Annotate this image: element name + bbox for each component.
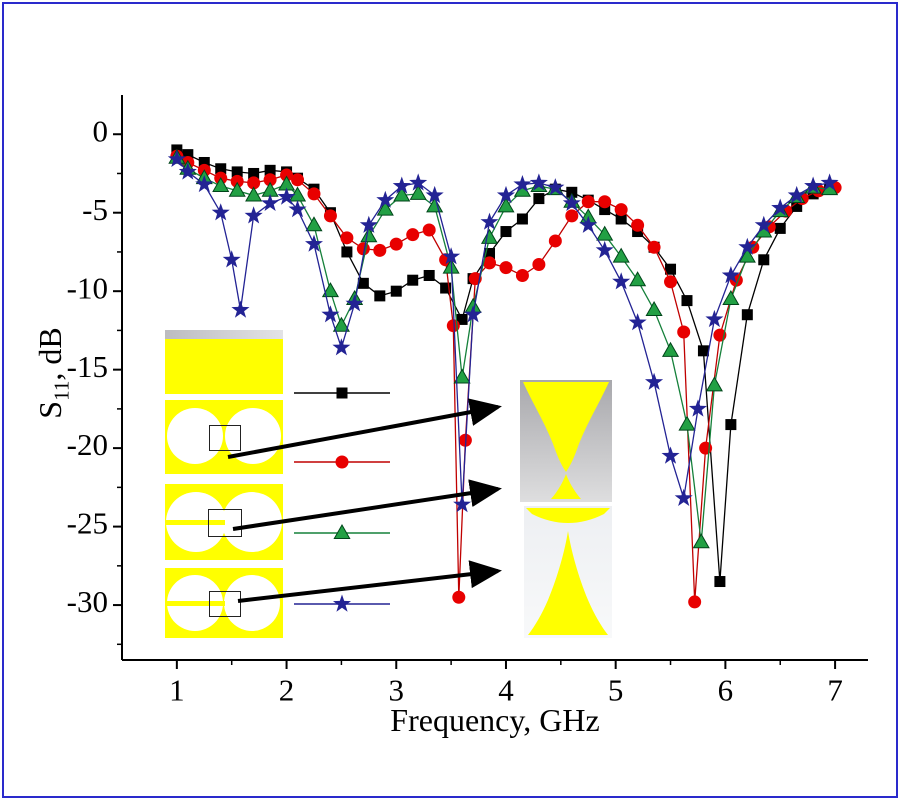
x-tick-label-1: 1 [169, 672, 185, 707]
center-slot-outline [209, 425, 241, 451]
feed-line [165, 520, 225, 525]
bowtie-shape-bottom [526, 508, 610, 635]
feed-line [165, 601, 225, 606]
thumbnail-gray-edge [165, 330, 283, 339]
antenna-thumbnail-narrow-gap [165, 484, 283, 560]
x-axis-label: Frequency, GHz [390, 702, 600, 738]
bowtie-upper-funnel [523, 382, 609, 472]
bowtie-lower-hourglass [528, 531, 608, 635]
y-tick-label--30: -30 [67, 584, 108, 619]
y-axis-label-main: S [32, 400, 68, 419]
x-tick-label-5: 5 [608, 672, 624, 707]
bowtie-shape-top [523, 382, 609, 499]
y-axis-label-rest: , dB [32, 327, 68, 381]
antenna-thumbnail-bowtie [165, 568, 283, 638]
bowtie-top-band [526, 508, 610, 523]
x-tick-label-6: 6 [718, 672, 734, 707]
bowtie-lower-flare [551, 474, 581, 499]
y-axis-label: S11, dB [29, 268, 74, 478]
center-slot-outline [208, 509, 242, 537]
y-tick-label--20: -20 [67, 427, 108, 462]
left-circle-slot [167, 408, 223, 464]
x-tick-label-2: 2 [279, 672, 295, 707]
legend [294, 387, 390, 612]
x-tick-label-4: 4 [498, 672, 514, 707]
y-tick-label-0: 0 [93, 113, 109, 148]
y-tick-label--10: -10 [67, 270, 108, 305]
y-tick-label--5: -5 [82, 192, 108, 227]
axes: 1 2 3 4 5 6 7 0 -5 -10 -15 -20 -25 -30 [67, 95, 868, 707]
x-tick-label-3: 3 [389, 672, 405, 707]
center-slot-outline [209, 591, 241, 617]
x-tick-label-7: 7 [827, 672, 843, 707]
antenna-thumbnail-wide-gap [165, 400, 283, 474]
antenna-thumbnail-solid-patch [165, 330, 283, 394]
y-tick-label--25: -25 [67, 506, 108, 541]
series-circle-slots-bowtie [167, 149, 839, 513]
bowtie-zoom-bottom-inset [524, 506, 612, 638]
y-axis-label-sub: 11 [49, 380, 74, 401]
bowtie-zoom-top-inset [520, 380, 612, 502]
y-tick-label--15: -15 [67, 349, 108, 384]
